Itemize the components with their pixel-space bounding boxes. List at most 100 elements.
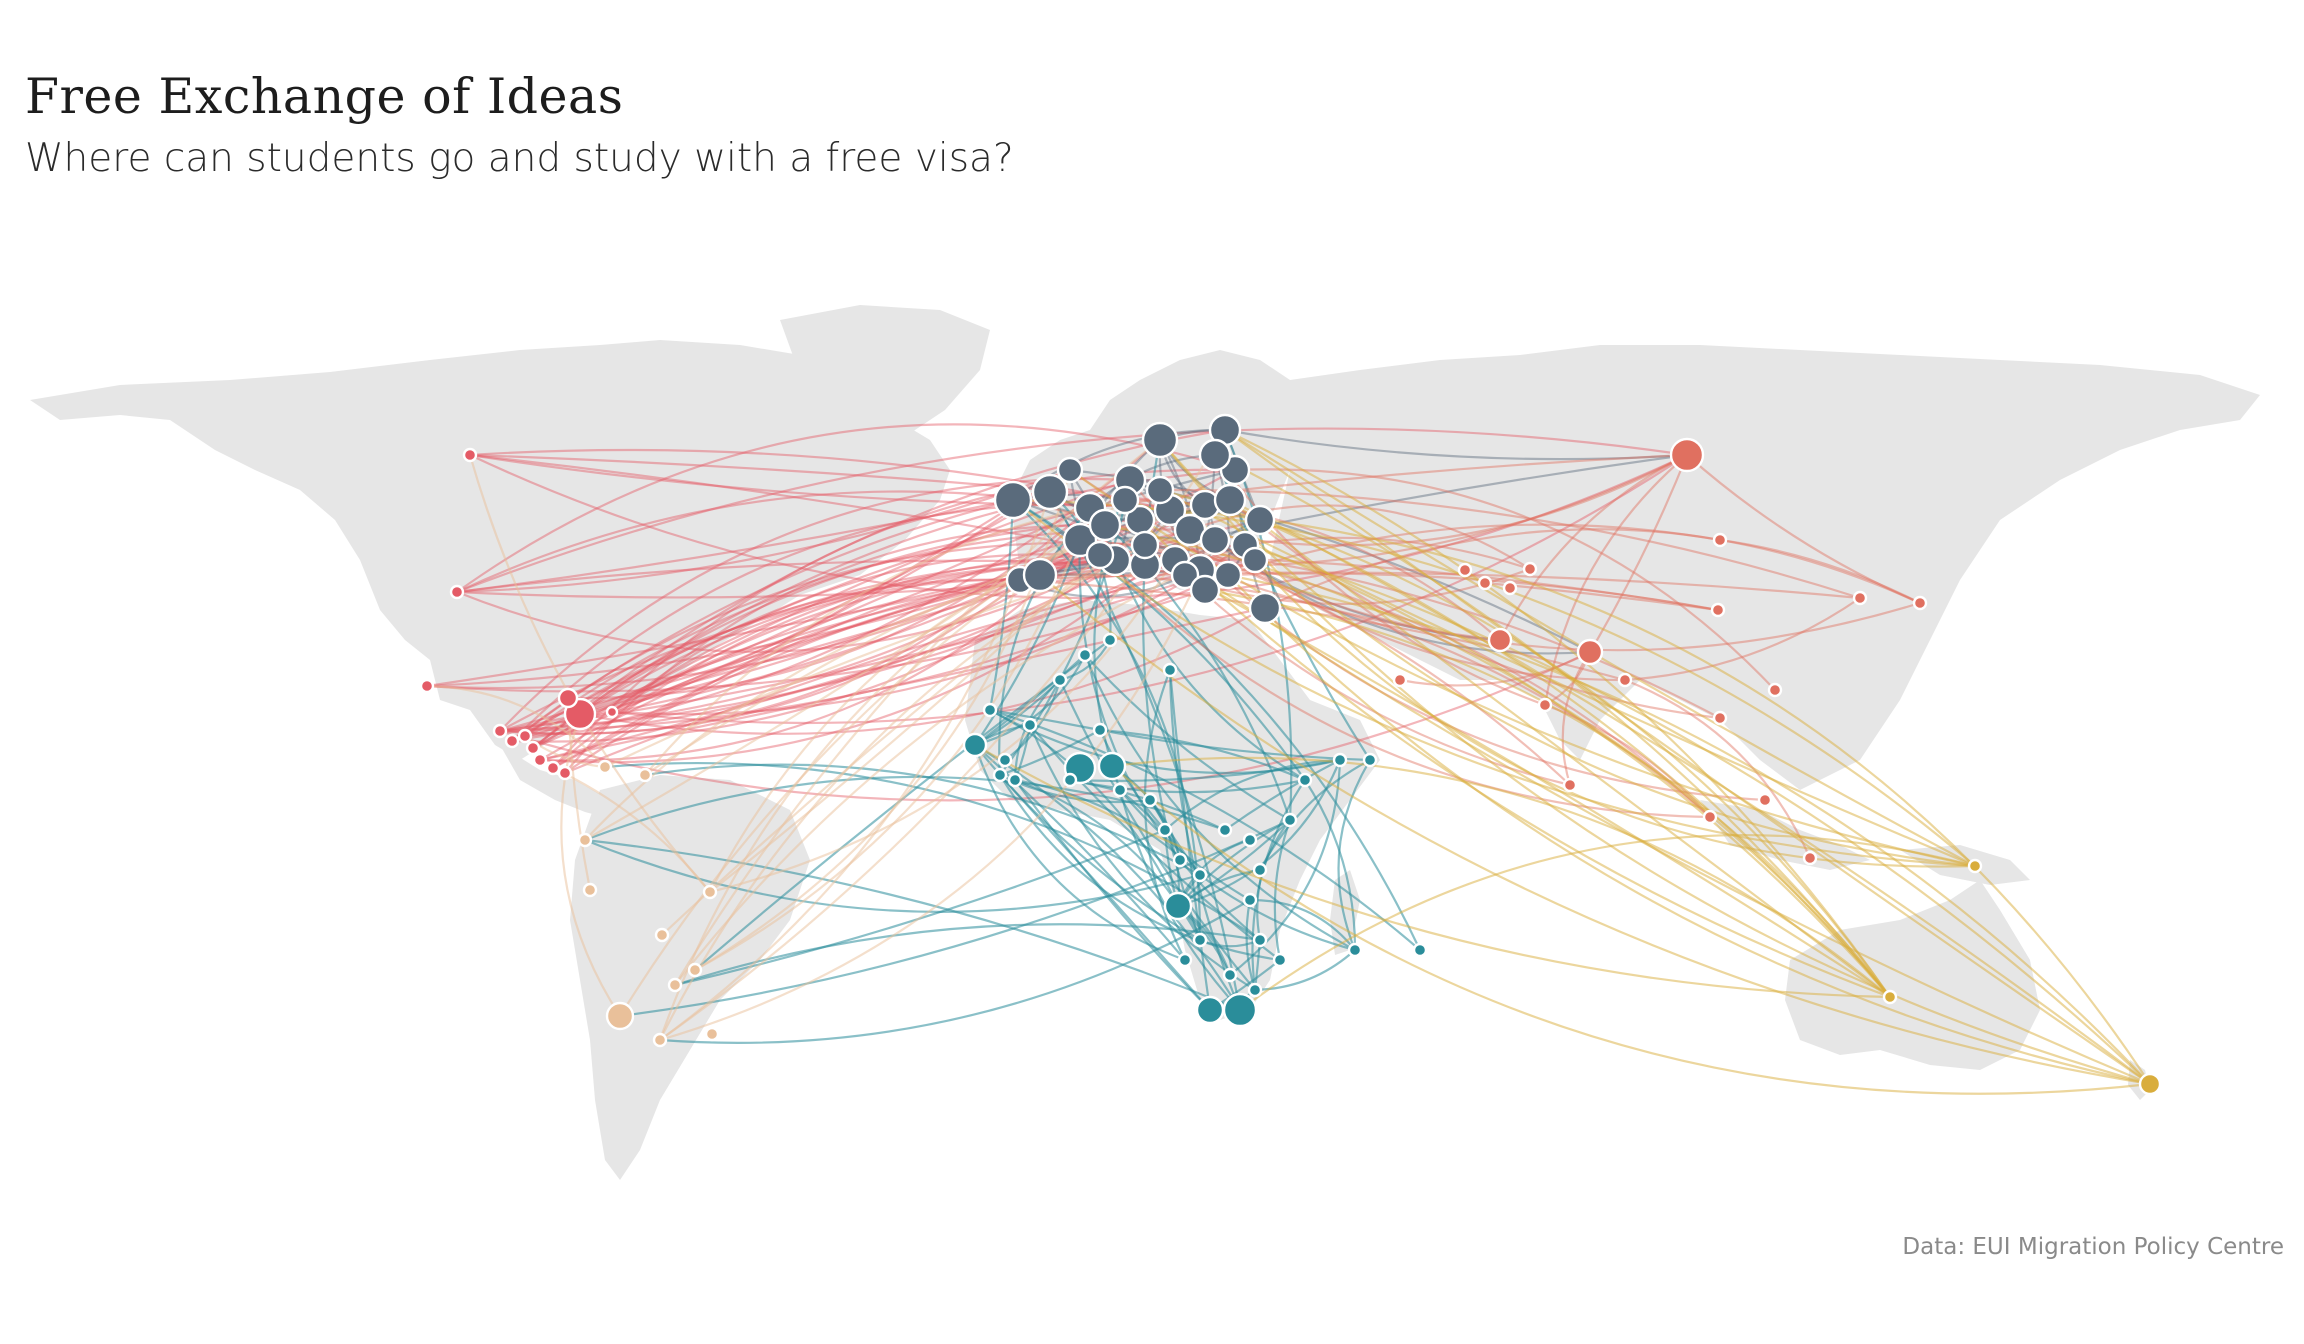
australia-landmass — [1785, 880, 2040, 1070]
africa-flow-180 — [1168, 668, 1242, 1012]
north-america-node-11 — [557, 765, 573, 781]
north-america-flow-43 — [455, 423, 1237, 594]
africa-node-27 — [1272, 952, 1288, 968]
africa-node-36 — [1192, 932, 1208, 948]
north-america-flow-27 — [468, 448, 1172, 512]
europe-node-27 — [1213, 560, 1243, 590]
south-america-flow-242 — [673, 543, 1247, 987]
oceania-flow-321 — [1068, 468, 1977, 868]
africa-node-14 — [1007, 772, 1023, 788]
africa-sa-flow-223 — [583, 838, 1202, 913]
chart-subtitle: Where can students go and study with a f… — [25, 136, 1014, 181]
oceania-flow-316 — [1110, 764, 2152, 1095]
north-america-flow-62 — [538, 606, 1267, 762]
africa-node-21 — [1192, 867, 1208, 883]
africa-flow-211 — [1083, 653, 1357, 952]
north-america-flow-64 — [468, 453, 1207, 507]
asia-flow-288 — [1561, 650, 1592, 787]
north-america-flow-21 — [510, 558, 1117, 743]
africa-flow-163 — [1273, 818, 1292, 962]
oceania-flow-302 — [1158, 438, 2152, 1086]
south-america-node-6 — [654, 927, 670, 943]
africa-node-30 — [1332, 752, 1348, 768]
africa-flow-210 — [1098, 728, 1167, 832]
north-america-node-9 — [532, 752, 548, 768]
europe-node-32 — [1241, 546, 1269, 574]
south-america-flow-240 — [583, 498, 1127, 842]
europe-node-15 — [1244, 504, 1276, 536]
asia-node-5 — [1522, 561, 1538, 577]
chart-title: Free Exchange of Ideas — [25, 68, 624, 125]
south-america-node-10 — [652, 1032, 668, 1048]
africa-node-15 — [992, 767, 1008, 783]
africa-node-8 — [1022, 717, 1038, 733]
north-america-flow-7 — [468, 453, 1689, 599]
asia-node-17 — [1757, 792, 1773, 808]
southeast-asia-islands — [1700, 800, 1870, 870]
south-america-flow-250 — [658, 428, 1227, 1042]
africa-node-22 — [1217, 822, 1233, 838]
europe-flow-98 — [1038, 453, 1689, 577]
africa-node-35 — [1222, 967, 1238, 983]
europe-node-26 — [1189, 574, 1221, 606]
asia-node-4 — [1477, 575, 1493, 591]
africa-flow-161 — [1248, 898, 1357, 952]
africa-node-19 — [1157, 822, 1173, 838]
africa-flow-153 — [1337, 758, 1372, 952]
africa-flow-178 — [1003, 678, 1062, 762]
oceania-flow-319 — [1223, 428, 1892, 999]
europe-node-31 — [1085, 540, 1115, 570]
africa-node-12 — [1162, 662, 1178, 678]
south-america-flow-248 — [468, 453, 712, 894]
africa-node-3 — [1163, 891, 1193, 921]
north-america-flow-65 — [610, 578, 1022, 714]
africa-sa-flow-228 — [643, 763, 1202, 877]
africa-node-37 — [1177, 952, 1193, 968]
africa-flow-217 — [1011, 498, 1307, 782]
south-america-flow-245 — [643, 498, 1127, 777]
africa-node-4 — [1195, 995, 1225, 1025]
europe-node-28 — [1248, 591, 1282, 625]
africa-flow-181 — [988, 708, 1180, 908]
oceania-flow-309 — [973, 743, 1892, 999]
north-america-node-12 — [605, 705, 619, 719]
europe-node-0 — [993, 480, 1033, 520]
africa-node-10 — [1077, 647, 1093, 663]
asia-flow-280 — [1398, 650, 1592, 687]
africa-node-16 — [1062, 772, 1078, 788]
africa-sa-flow-227 — [673, 828, 1167, 987]
oceania-flow-305 — [1226, 573, 2152, 1086]
africa-node-18 — [1142, 792, 1158, 808]
south-america-flow-247 — [658, 543, 1147, 1042]
north-america-node-4 — [557, 687, 579, 709]
africa-node-6 — [982, 702, 998, 718]
asia-flow-276 — [1158, 488, 1862, 600]
asia-node-8 — [1710, 602, 1726, 618]
europe-node-1 — [1031, 473, 1069, 511]
africa-sa-flow-222 — [583, 775, 1227, 842]
north-america-flow-14 — [455, 427, 1689, 594]
europe-node-30 — [1145, 475, 1175, 505]
asia-node-6 — [1502, 580, 1518, 596]
africa-flow-208 — [998, 728, 1102, 777]
europe-node-33 — [1056, 456, 1084, 484]
africa-flow-219 — [1228, 758, 1342, 977]
oceania-flow-320 — [1198, 568, 2152, 1086]
south-america-node-7 — [687, 962, 703, 978]
africa-node-31 — [1362, 752, 1378, 768]
north-america-node-8 — [525, 740, 541, 756]
oceania-flow-322 — [1243, 543, 2152, 1086]
africa-sa-flow-220 — [658, 898, 1252, 1044]
africa-flow-144 — [988, 498, 1015, 712]
south-america-flow-237 — [560, 712, 622, 1018]
south-america-flow-249 — [658, 538, 1217, 1042]
asia-node-13 — [1537, 697, 1553, 713]
africa-node-26 — [1252, 932, 1268, 948]
oceania-flow-317 — [1158, 488, 1977, 868]
africa-landmass — [965, 600, 1380, 1020]
asia-node-1 — [1576, 638, 1604, 666]
south-america-landmass — [570, 775, 810, 1180]
africa-node-5 — [1222, 992, 1258, 1028]
oceania-flow-308 — [1238, 834, 1977, 1012]
north-america-node-2 — [419, 678, 435, 694]
